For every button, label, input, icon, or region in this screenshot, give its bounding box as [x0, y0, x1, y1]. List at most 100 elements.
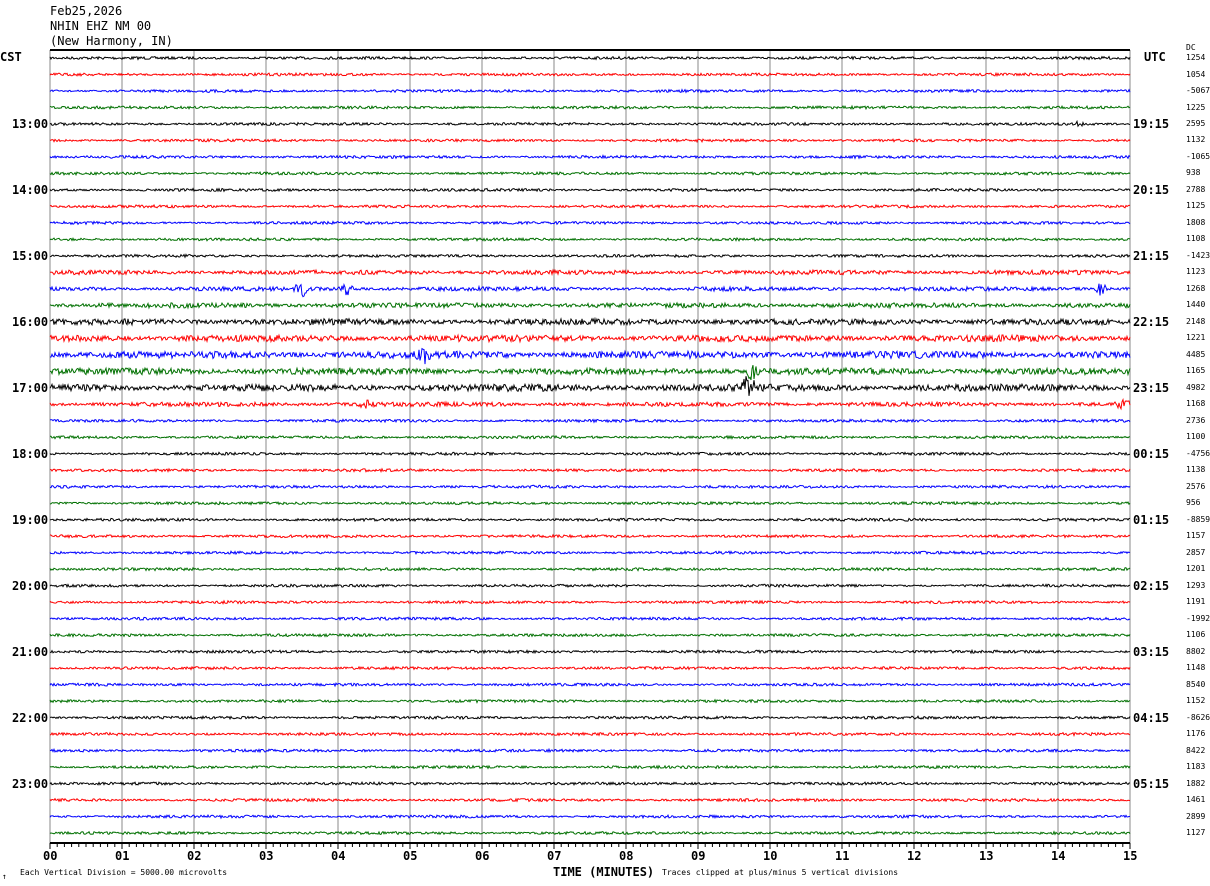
dc-offset-label: 1152 — [1186, 696, 1206, 706]
cst-hour-label: 21:00 — [12, 644, 49, 659]
dc-offset-label: 1125 — [1186, 201, 1206, 211]
cst-hour-label: 18:00 — [12, 446, 49, 461]
trace-line — [49, 268, 1131, 277]
dc-offset-label: 1168 — [1186, 399, 1206, 409]
dc-offset-label: 2899 — [1186, 811, 1206, 821]
dc-offset-label: 1225 — [1186, 102, 1206, 112]
dc-offset-label: 1293 — [1186, 580, 1206, 590]
dc-offset-label: 8422 — [1186, 745, 1206, 755]
dc-offset-label: 1254 — [1186, 53, 1206, 62]
trace-line — [49, 484, 1131, 490]
dc-offset-label: -8626 — [1186, 712, 1210, 722]
cst-hour-label: 16:00 — [12, 314, 49, 329]
dc-offset-label: 1148 — [1186, 663, 1206, 673]
cst-hour-label: 19:00 — [12, 512, 49, 527]
corner-mark: ↑ — [2, 872, 7, 881]
cst-hour-label: 20:00 — [12, 578, 49, 593]
x-tick-label: 11 — [835, 849, 850, 863]
trace-line — [49, 104, 1131, 111]
dc-offset-label: 1132 — [1186, 135, 1206, 145]
dc-offset-label: 1127 — [1186, 828, 1206, 837]
utc-hour-label: 22:15 — [1133, 314, 1170, 329]
x-tick-label: 14 — [1051, 849, 1066, 863]
cst-hour-label: 15:00 — [12, 248, 49, 263]
trace-line — [49, 451, 1131, 457]
trace-line — [49, 715, 1131, 721]
x-tick-label: 07 — [547, 849, 562, 863]
cst-hour-label: 13:00 — [12, 117, 49, 131]
dc-offset-label: 1100 — [1186, 432, 1206, 442]
trace-line — [49, 398, 1131, 411]
trace-line — [49, 282, 1131, 298]
dc-offset-label: 4982 — [1186, 382, 1206, 392]
trace-line — [49, 500, 1131, 506]
trace-line — [49, 137, 1131, 144]
trace-line — [49, 364, 1131, 381]
dc-offset-label: 1157 — [1186, 531, 1206, 541]
x-axis-title: TIME (MINUTES) — [553, 865, 655, 879]
utc-hour-label: 02:15 — [1133, 578, 1170, 593]
dc-offset-label: 1054 — [1186, 69, 1206, 79]
trace-line — [49, 781, 1131, 787]
dc-offset-label: 2595 — [1186, 119, 1206, 128]
trace-line — [49, 376, 1131, 396]
dc-offset-label: 1183 — [1186, 762, 1206, 772]
cst-label: CST — [0, 50, 22, 64]
dc-offset-label: 956 — [1186, 498, 1201, 508]
trace-line — [49, 467, 1131, 474]
trace-line — [49, 682, 1131, 688]
trace-line — [49, 665, 1131, 671]
x-tick-label: 01 — [115, 849, 130, 863]
trace-line — [49, 764, 1131, 770]
dc-offset-label: 1191 — [1186, 597, 1206, 607]
dc-offset-label: 2576 — [1186, 481, 1206, 491]
trace-line — [49, 550, 1131, 556]
dc-offset-label: 1123 — [1186, 267, 1206, 277]
trace-line — [49, 88, 1131, 94]
dc-label: DC — [1186, 43, 1196, 52]
cst-hour-label: 23:00 — [12, 776, 49, 791]
cst-hour-label: 22:00 — [12, 710, 49, 725]
utc-hour-label: 21:15 — [1133, 248, 1170, 263]
utc-hour-label: 01:15 — [1133, 512, 1170, 527]
trace-line — [49, 813, 1131, 820]
utc-hour-label: 19:15 — [1133, 117, 1170, 131]
trace-line — [49, 797, 1131, 803]
trace-line — [49, 632, 1131, 638]
trace-line — [49, 154, 1131, 160]
trace-line — [49, 119, 1131, 128]
trace-line — [49, 648, 1131, 655]
dc-offset-label: 8802 — [1186, 646, 1206, 656]
dc-offset-label: 1176 — [1186, 729, 1206, 739]
dc-offset-label: 1138 — [1186, 465, 1206, 475]
trace-line — [49, 236, 1131, 242]
cst-hour-label: 17:00 — [12, 380, 49, 395]
dc-offset-label: 2736 — [1186, 415, 1206, 425]
trace-line — [49, 316, 1131, 327]
trace-line — [49, 747, 1131, 754]
dc-offset-label: 2857 — [1186, 547, 1206, 557]
trace-line — [49, 170, 1131, 177]
dc-offset-label: -1992 — [1186, 613, 1210, 623]
trace-line — [49, 698, 1131, 704]
trace-line — [49, 301, 1131, 310]
trace-line — [49, 731, 1131, 737]
date-label: Feb25,2026 — [50, 4, 123, 18]
dc-offset-label: 1461 — [1186, 795, 1206, 804]
dc-offset-label: 2788 — [1186, 184, 1206, 194]
x-tick-label: 10 — [763, 849, 778, 863]
x-tick-label: 09 — [691, 849, 706, 863]
trace-line — [49, 55, 1131, 61]
trace-line — [49, 517, 1131, 523]
trace-line — [49, 253, 1131, 259]
dc-offset-label: -8859 — [1186, 514, 1210, 524]
station-label: NHIN EHZ NM 00 — [50, 19, 152, 33]
dc-offset-label: 2148 — [1186, 316, 1206, 326]
trace-line — [50, 434, 1131, 440]
trace-line — [49, 566, 1131, 572]
dc-offset-label: 1106 — [1186, 630, 1206, 640]
dc-offset-label: 1440 — [1186, 300, 1206, 310]
utc-hour-label: 05:15 — [1133, 776, 1170, 791]
dc-offset-label: -1065 — [1186, 151, 1210, 161]
